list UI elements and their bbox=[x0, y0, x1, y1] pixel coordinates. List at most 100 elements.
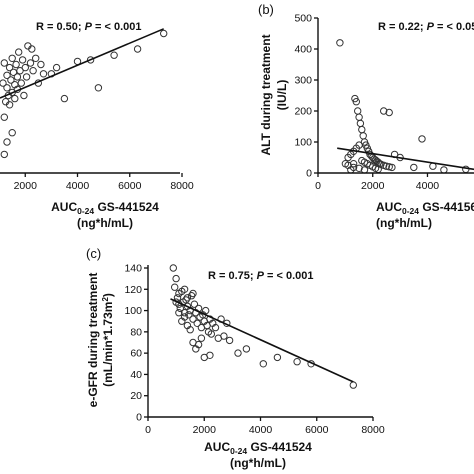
data-point bbox=[169, 264, 178, 272]
data-point bbox=[194, 340, 203, 349]
y-tick-label: 120 bbox=[124, 284, 142, 296]
x-tick-label: 2000 bbox=[193, 424, 217, 436]
data-point bbox=[3, 71, 11, 80]
x-tick-label: 0 bbox=[145, 424, 151, 436]
x-tick-label: 6000 bbox=[305, 424, 329, 436]
y-tick-label: 300 bbox=[294, 75, 312, 87]
panel-a-x-unit: (ng*h/mL) bbox=[77, 216, 133, 230]
data-point bbox=[410, 163, 418, 172]
data-point bbox=[349, 160, 358, 168]
data-point bbox=[349, 163, 358, 172]
y-tick-label: 100 bbox=[124, 305, 142, 317]
data-point bbox=[18, 56, 27, 64]
data-point bbox=[187, 292, 196, 300]
x-tick-label: 8000 bbox=[170, 180, 194, 192]
panel-a-stat: R = 0.50; P = < 0.001 bbox=[36, 21, 142, 33]
data-point bbox=[3, 138, 11, 146]
data-point bbox=[225, 336, 234, 345]
data-point bbox=[32, 54, 40, 62]
data-point bbox=[336, 39, 344, 47]
y-tick-label: 140 bbox=[124, 263, 142, 275]
y-tick-label: 0 bbox=[306, 168, 312, 180]
panel-b-stat: R = 0.22; P = < 0.05 bbox=[378, 21, 474, 33]
x-tick-label: 8000 bbox=[361, 424, 385, 436]
panel-b-y-label: ALT during treatment bbox=[259, 34, 273, 155]
panel-c-stat: R = 0.75; P = < 0.001 bbox=[208, 270, 314, 282]
data-point bbox=[175, 289, 183, 298]
data-point bbox=[94, 84, 103, 92]
data-point bbox=[3, 84, 11, 92]
panel-c-x-label: AUC0-24 GS-441524 bbox=[204, 440, 312, 456]
data-point bbox=[189, 289, 197, 298]
data-point bbox=[13, 73, 22, 81]
data-point bbox=[189, 315, 197, 323]
x-tick-label: 4000 bbox=[416, 180, 440, 192]
panel-b-x-label: AUC0-24 GS-44156 bbox=[376, 200, 474, 216]
panel-c-y-unit: (mL/min*1.73m2) bbox=[101, 293, 115, 387]
data-point bbox=[185, 311, 193, 319]
panel-c-label: (c) bbox=[86, 246, 101, 261]
data-point bbox=[388, 163, 396, 172]
data-point bbox=[8, 129, 16, 137]
data-point bbox=[186, 326, 194, 334]
x-tick-label: 4000 bbox=[66, 180, 90, 192]
panel-c-y-label: e-GFR during treatment bbox=[86, 273, 100, 408]
data-point bbox=[355, 113, 363, 121]
data-point bbox=[293, 358, 301, 366]
y-tick-label: 200 bbox=[294, 106, 312, 118]
panel-c-x-unit: (ng*h/mL) bbox=[230, 456, 286, 470]
regression-line bbox=[170, 298, 354, 383]
data-point bbox=[180, 313, 189, 321]
data-point bbox=[352, 98, 360, 106]
data-point bbox=[16, 67, 24, 75]
data-point bbox=[382, 162, 391, 170]
data-point bbox=[86, 56, 95, 64]
data-point bbox=[21, 63, 29, 72]
panel-c: (c) R = 0.75; P = < 0.001 0 2000 4000 6000 8… bbox=[86, 246, 385, 470]
data-point bbox=[52, 63, 61, 72]
regression-line bbox=[0, 28, 165, 99]
x-tick-label: 4000 bbox=[249, 424, 273, 436]
panel-b-x-unit: (ng*h/mL) bbox=[376, 216, 432, 230]
y-tick-label: 500 bbox=[294, 13, 312, 25]
y-tick-label: 20 bbox=[130, 390, 142, 402]
data-point bbox=[356, 119, 365, 128]
data-point bbox=[8, 54, 16, 62]
data-point bbox=[17, 79, 25, 87]
data-point bbox=[5, 101, 14, 109]
x-tick-label: 6000 bbox=[118, 180, 142, 192]
y-tick-label: 100 bbox=[294, 137, 312, 149]
data-point bbox=[183, 294, 192, 302]
data-point bbox=[5, 63, 14, 72]
panel-b-label: (b) bbox=[258, 2, 274, 17]
data-point bbox=[0, 79, 7, 87]
data-point bbox=[15, 48, 23, 56]
data-point bbox=[28, 45, 36, 53]
data-point bbox=[355, 164, 363, 173]
data-point bbox=[273, 353, 282, 362]
data-point bbox=[234, 349, 242, 357]
data-point bbox=[358, 125, 366, 134]
data-point bbox=[171, 283, 179, 291]
data-point bbox=[20, 91, 28, 100]
y-tick-label: 60 bbox=[130, 348, 142, 360]
data-point bbox=[349, 381, 357, 389]
panel-a-x-label: AUC0-24 GS-441524 bbox=[51, 200, 159, 216]
data-point bbox=[206, 351, 214, 359]
data-point bbox=[440, 166, 448, 174]
data-point bbox=[207, 330, 216, 338]
data-point bbox=[0, 59, 9, 67]
data-point bbox=[60, 94, 69, 103]
data-point bbox=[211, 323, 220, 332]
data-point bbox=[0, 113, 9, 121]
panel-b: (b) R = 0.22; P = < 0.05 0 2000 4000 0 100 2… bbox=[258, 2, 474, 230]
panel-a: R = 0.50; P = < 0.001 2000 4000 6000 8000 A… bbox=[0, 21, 194, 230]
data-point bbox=[220, 332, 228, 340]
x-tick-label: 2000 bbox=[14, 180, 38, 192]
data-point bbox=[242, 345, 251, 353]
data-point bbox=[380, 107, 388, 115]
data-point bbox=[259, 360, 267, 368]
data-point bbox=[26, 59, 35, 67]
data-point bbox=[160, 29, 168, 38]
